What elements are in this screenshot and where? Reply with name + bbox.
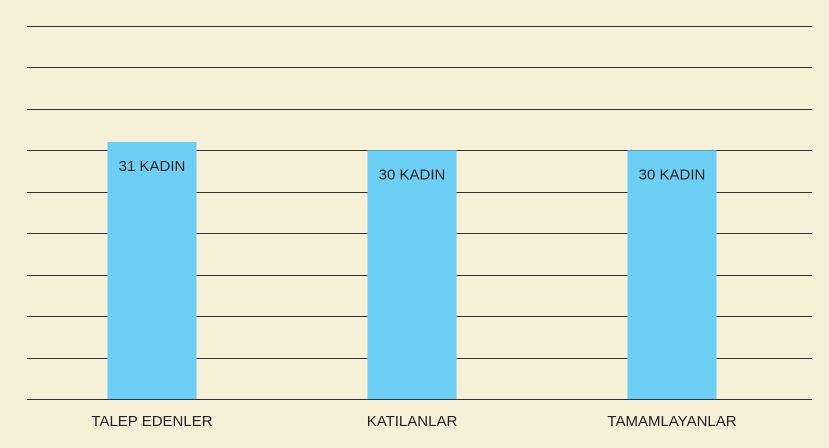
value-label: 30 KADIN — [379, 166, 446, 183]
value-label: 31 KADIN — [119, 158, 186, 175]
value-label: 30 KADIN — [639, 166, 706, 183]
bar — [367, 150, 457, 399]
x-tick-label: TALEP EDENLER — [91, 413, 212, 430]
x-tick-label: TAMAMLAYANLAR — [607, 413, 736, 430]
bar — [627, 150, 717, 399]
x-tick-label: KATILANLAR — [367, 413, 458, 430]
bar — [107, 142, 197, 400]
